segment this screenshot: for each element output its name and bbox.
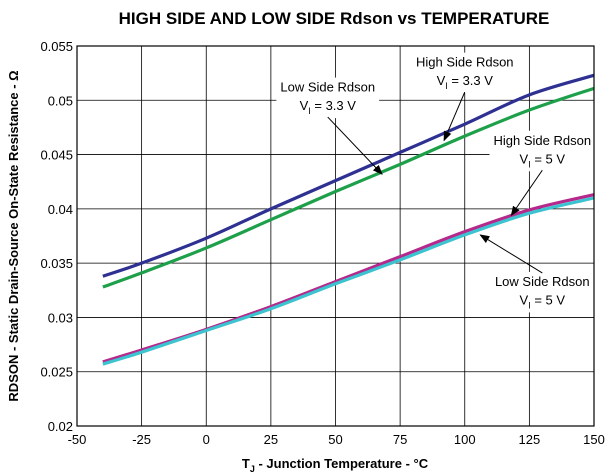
y-axis-label: RDSON - Static Drain-Source On-State Res… (6, 70, 21, 401)
annotation-arrow (327, 116, 383, 175)
x-tick-label: -50 (68, 432, 87, 447)
x-tick-label: 0 (203, 432, 210, 447)
plot-frame (76, 45, 595, 427)
y-tick-label: 0.055 (40, 39, 73, 54)
annotation-voltage: VI = 5 V (520, 292, 566, 310)
series-lines (102, 73, 595, 366)
annotations: High Side Rdson VI = 3.3 V Low Side Rdson V… (276, 52, 596, 313)
y-tick-label: 0.04 (48, 202, 73, 217)
y-tick-labels: 0.02 0.025 0.03 0.035 0.04 0.045 0.05 0.055 (40, 39, 73, 434)
x-tick-labels: -50 -25 0 25 50 75 100 125 150 (68, 432, 605, 447)
series-line (102, 73, 595, 278)
annotation-ls33: Low Side Rdson VI = 3.3 V (276, 77, 383, 175)
x-tick-label: 125 (519, 432, 541, 447)
annotation-voltage: VI = 5 V (520, 151, 566, 169)
x-axis-label: TJ - Junction Temperature - °C (242, 456, 429, 474)
y-tick-label: 0.03 (48, 310, 73, 325)
y-tick-label: 0.05 (48, 93, 73, 108)
y-tick-label: 0.045 (40, 148, 73, 163)
chart-title: HIGH SIDE AND LOW SIDE Rdson vs TEMPERAT… (119, 9, 550, 28)
y-tick-label: 0.02 (48, 419, 73, 434)
x-tick-label: -25 (132, 432, 151, 447)
annotation-label: High Side Rdson (416, 55, 514, 70)
series-line (102, 86, 595, 289)
series-line (102, 196, 595, 366)
y-tick-label: 0.025 (40, 365, 73, 380)
x-tick-label: 75 (393, 432, 407, 447)
annotation-label: Low Side Rdson (495, 274, 590, 289)
annotation-arrow (479, 234, 543, 274)
annotation-hs33: High Side Rdson VI = 3.3 V (411, 52, 518, 142)
x-tick-label: 50 (328, 432, 342, 447)
x-tick-label: 25 (264, 432, 278, 447)
annotation-ls5: Low Side Rdson VI = 5 V (479, 234, 594, 313)
annotation-arrow (510, 169, 543, 217)
annotation-voltage: VI = 3.3 V (300, 98, 357, 116)
annotation-hs5: High Side Rdson VI = 5 V (489, 130, 596, 217)
annotation-label: Low Side Rdson (280, 80, 375, 95)
x-tick-label: 100 (454, 432, 476, 447)
annotation-label: High Side Rdson (494, 133, 592, 148)
y-tick-label: 0.035 (40, 256, 73, 271)
annotation-arrow (443, 91, 466, 142)
x-tick-label: 150 (583, 432, 605, 447)
annotation-voltage: VI = 3.3 V (437, 73, 494, 91)
